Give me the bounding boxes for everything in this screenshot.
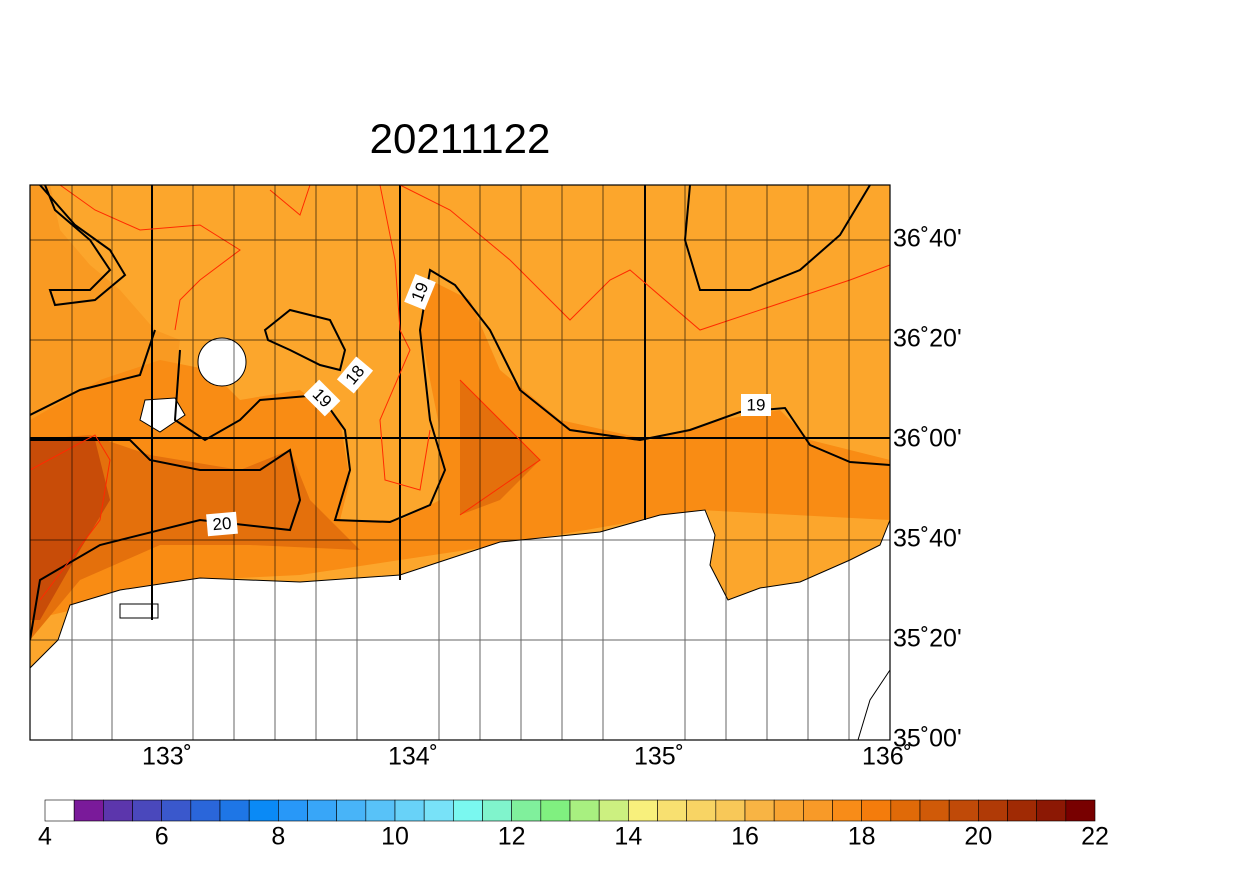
colorbar-box xyxy=(948,799,979,822)
lat-label: 35˚40' xyxy=(893,525,962,553)
contour-label-box xyxy=(741,394,771,416)
colorbar-box xyxy=(132,799,162,822)
colorbar-tick-label: 8 xyxy=(271,823,285,851)
colorbar-box xyxy=(832,799,862,822)
contour-label: 19 xyxy=(404,273,436,311)
colorbar-box xyxy=(773,799,804,822)
lat-label: 36˚00' xyxy=(893,425,962,453)
colorbar-box xyxy=(336,799,367,822)
colorbar-tick-label: 12 xyxy=(498,823,526,851)
colorbar-box xyxy=(307,799,337,822)
colorbar-tick-label: 14 xyxy=(614,823,642,851)
contour-label-box xyxy=(404,273,436,311)
contour-label: 19 xyxy=(741,394,771,416)
colorbar-box xyxy=(248,799,279,822)
colorbar-box xyxy=(715,799,746,822)
colorbar-box xyxy=(423,799,454,822)
colorbar-tick-label: 22 xyxy=(1081,823,1109,851)
contour-label-box xyxy=(336,356,374,394)
colorbar-box xyxy=(861,799,892,822)
land xyxy=(30,509,890,740)
colorbar-tick-label: 20 xyxy=(964,823,992,851)
colorbar-box xyxy=(511,799,542,822)
colorbar-box xyxy=(1065,799,1096,822)
map-frame xyxy=(29,184,891,741)
colorbar-box xyxy=(453,799,483,822)
lat-label: 35˚20' xyxy=(893,625,962,653)
colorbar-tick-label: 6 xyxy=(155,823,169,851)
contour-label-text: 19 xyxy=(747,395,766,414)
colorbar-tick-label: 4 xyxy=(38,823,52,851)
colorbar-box xyxy=(161,799,192,822)
colorbar-box xyxy=(219,799,250,822)
colorbar-box xyxy=(103,799,133,822)
colorbar-box xyxy=(890,799,921,822)
colorbar-box xyxy=(978,799,1008,822)
colorbar-box xyxy=(278,799,308,822)
colorbar-box xyxy=(1007,799,1037,822)
contour-label-text: 20 xyxy=(212,514,233,535)
colorbar-box xyxy=(598,799,629,822)
colorbar-box xyxy=(482,799,512,822)
colorbar-tick-label: 10 xyxy=(381,823,409,851)
coastline xyxy=(857,669,890,740)
colorbar-box xyxy=(803,799,833,822)
colorbar-tick-label: 18 xyxy=(848,823,876,851)
colorbar-box xyxy=(394,799,425,822)
map-area xyxy=(30,185,890,740)
lat-label: 36˚40' xyxy=(893,225,962,253)
lon-label: 134˚ xyxy=(388,743,438,771)
colorbar-box xyxy=(686,799,717,822)
contour-label-box xyxy=(303,379,341,417)
colorbar-box xyxy=(44,799,75,822)
lat-label: 36˚20' xyxy=(893,325,962,353)
lon-label: 136˚ xyxy=(862,743,912,771)
contour-label: 20 xyxy=(206,511,238,537)
island xyxy=(197,337,247,387)
contours xyxy=(30,185,890,641)
lat-label: 35˚00' xyxy=(893,725,962,753)
sea-band xyxy=(30,185,180,420)
colorbar-box xyxy=(919,799,950,822)
colorbar-tick-label: 16 xyxy=(731,823,759,851)
map-title: 20211122 xyxy=(370,115,551,162)
colorbar-box xyxy=(569,799,600,822)
colorbar-box xyxy=(657,799,687,822)
colorbar-box xyxy=(190,799,221,822)
colorbar-box xyxy=(628,799,658,822)
lon-label: 133˚ xyxy=(142,743,192,771)
colorbar-box xyxy=(73,799,104,822)
contour-label-box xyxy=(206,511,238,537)
colorbar-box xyxy=(744,799,775,822)
labels: 133˚ 134˚ 135˚ 136˚ 36˚40' 36˚20' 36˚00' 35˚40'… xyxy=(38,225,1109,851)
island xyxy=(119,603,159,619)
graticule xyxy=(30,185,890,740)
colorbar-box xyxy=(365,799,396,822)
colorbar-box xyxy=(1036,799,1067,822)
colorbar-box xyxy=(540,799,571,822)
lon-label: 135˚ xyxy=(634,743,684,771)
